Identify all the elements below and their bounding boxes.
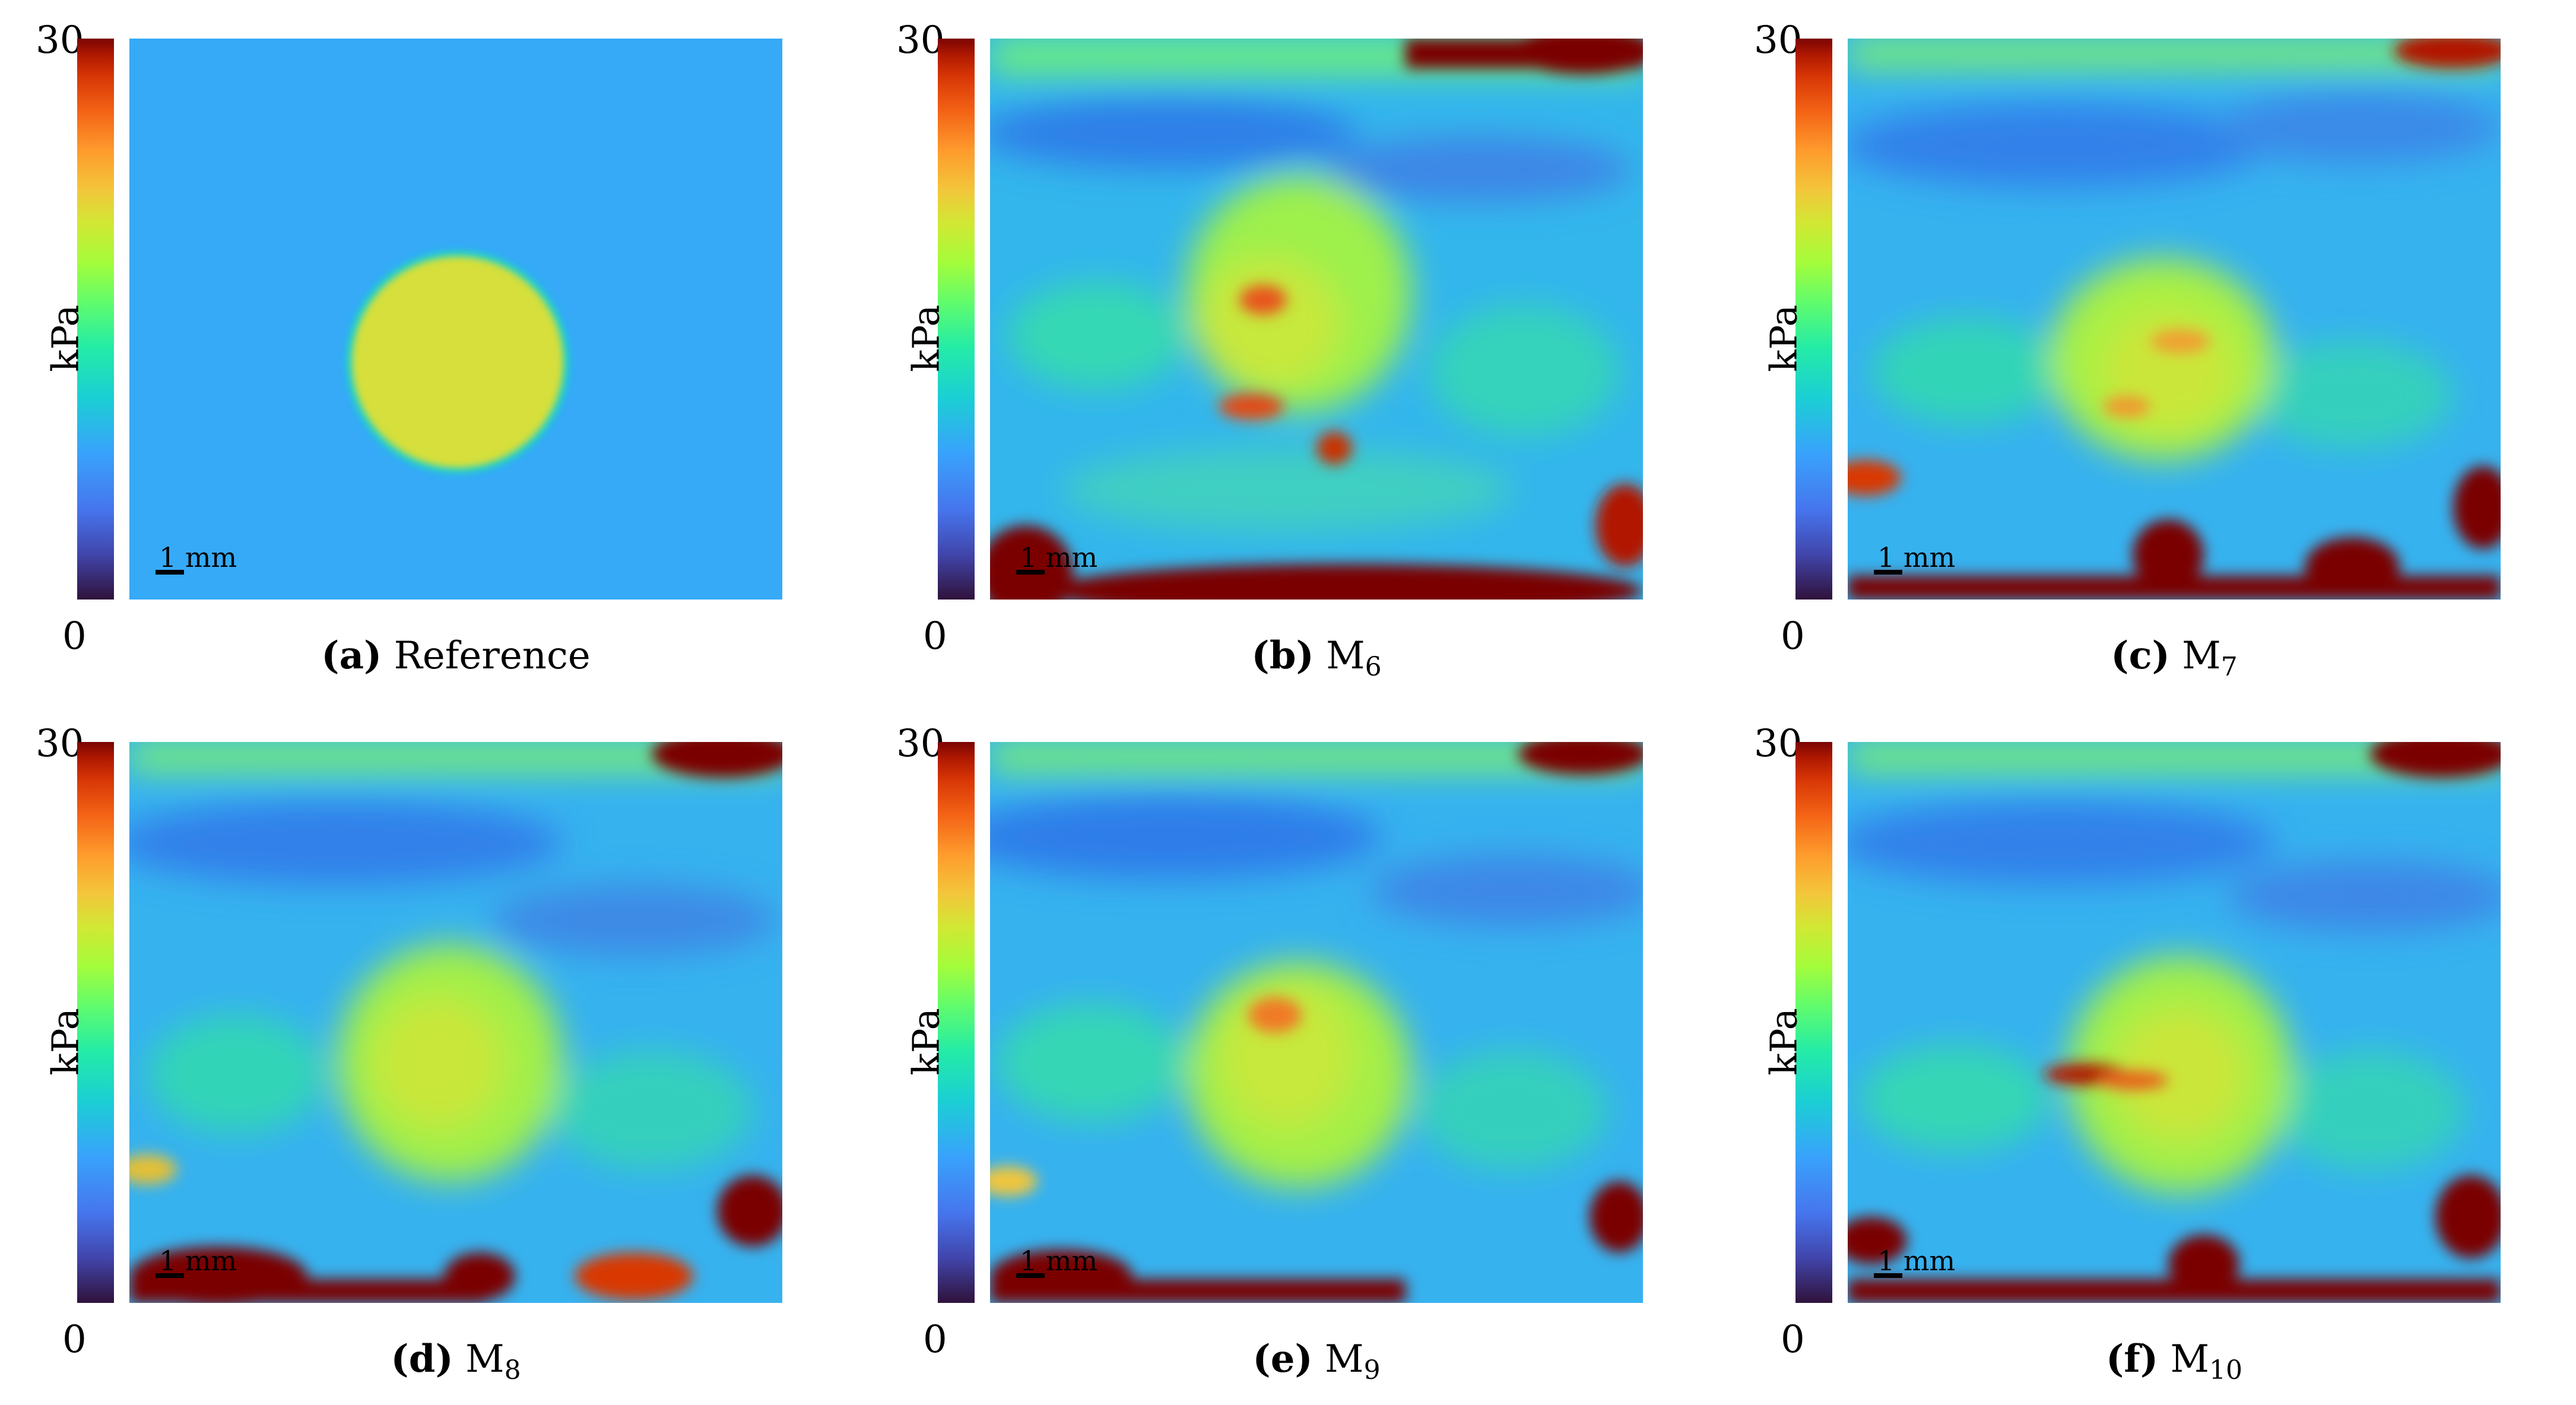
panel-name: Reference [394,634,591,678]
panel-tag: (b) [1251,633,1314,678]
colorbar [938,39,975,600]
scale-bar-label: 1 mm [1877,1245,1956,1277]
stiffness-map-m10 [1848,742,2501,1303]
panel-b: 30 0 kPa [861,0,1709,694]
colorbar-min-label: 0 [923,614,947,658]
panel-tag: (c) [2111,633,2170,678]
colorbar-max-label: 30 [896,18,945,62]
panel-name: M [1325,1337,1364,1381]
stiffness-map-m6 [990,39,1643,600]
panel-caption: (d) M8 [129,1336,782,1385]
panel-f: 30 0 kPa [1718,703,2567,1398]
colorbar-min-label: 0 [923,1318,947,1362]
panel-subscript: 8 [504,1355,521,1385]
colorbar-min-label: 0 [62,1318,87,1362]
panel-caption: (b) M6 [990,632,1643,680]
colorbar [77,742,114,1303]
colorbar-unit-label: kPa [904,305,948,372]
scale-bar-label: 1 mm [159,1245,237,1277]
panel-caption: (c) M7 [1848,632,2501,680]
scale-bar: 1 mm [1016,544,1097,581]
panel-name: M [465,1337,505,1381]
colorbar-max-label: 30 [896,722,945,766]
scale-bar: 1 mm [156,1247,237,1284]
scale-bar-label: 1 mm [159,541,237,573]
stiffness-map-m7 [1848,39,2501,600]
panel-caption: (f) M10 [1848,1336,2501,1385]
panel-subscript: 6 [1365,652,1382,682]
panel-d: 30 0 kPa [0,703,849,1398]
scale-bar: 1 mm [156,544,237,581]
colorbar-unit-label: kPa [1762,305,1806,372]
colorbar-unit-label: kPa [1762,1008,1806,1076]
colorbar-max-label: 30 [1754,722,1803,766]
colorbar-max-label: 30 [36,18,84,62]
colorbar [1795,742,1832,1303]
colorbar-max-label: 30 [36,722,84,766]
colorbar-unit-label: kPa [904,1008,948,1076]
stiffness-map-m8 [129,742,782,1303]
scale-bar: 1 mm [1874,544,1955,581]
panel-caption: (e) M9 [990,1336,1643,1385]
scale-bar: 1 mm [1016,1247,1097,1284]
panel-c: 30 0 kPa [1718,0,2567,694]
colorbar [1795,39,1832,600]
panel-caption: (a) Reference [129,632,782,680]
colorbar-min-label: 0 [1781,614,1805,658]
panel-a: 30 0 kPa 1 mm (a) Reference [0,0,849,694]
panel-name: M [2182,634,2221,678]
panel-subscript: 7 [2220,652,2238,682]
panel-tag: (a) [321,633,382,678]
colorbar-min-label: 0 [62,614,87,658]
panel-name: M [2170,1337,2209,1381]
panel-e: 30 0 kPa [861,703,1709,1398]
panel-name: M [1326,634,1365,678]
colorbar-min-label: 0 [1781,1318,1805,1362]
panel-tag: (f) [2106,1337,2159,1381]
colorbar-unit-label: kPa [43,305,87,372]
stiffness-map-m9 [990,742,1643,1303]
panel-subscript: 9 [1363,1355,1381,1385]
colorbar [938,742,975,1303]
colorbar-max-label: 30 [1754,18,1803,62]
scale-bar-label: 1 mm [1877,541,1956,573]
panel-tag: (d) [391,1337,453,1381]
scale-bar: 1 mm [1874,1247,1955,1284]
scale-bar-label: 1 mm [1020,1245,1098,1277]
panel-tag: (e) [1252,1337,1313,1381]
scale-bar-label: 1 mm [1020,541,1098,573]
panel-subscript: 10 [2209,1355,2242,1385]
colorbar-unit-label: kPa [43,1008,87,1076]
colorbar [77,39,114,600]
stiffness-map-reference [129,39,782,600]
